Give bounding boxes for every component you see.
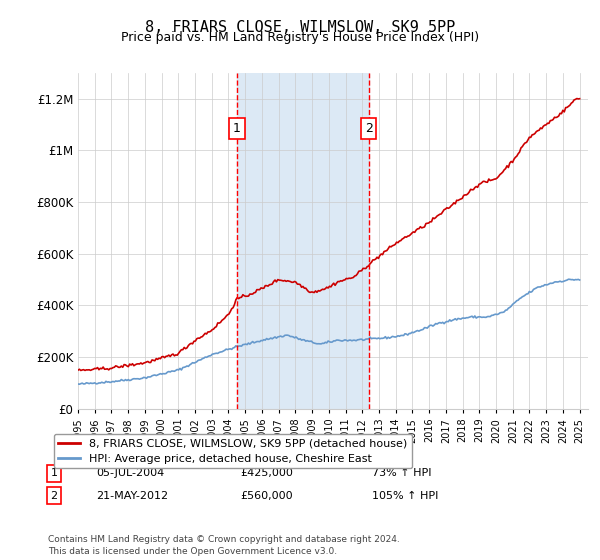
Text: 73% ↑ HPI: 73% ↑ HPI xyxy=(372,468,431,478)
Text: 1: 1 xyxy=(233,122,241,135)
Text: Price paid vs. HM Land Registry's House Price Index (HPI): Price paid vs. HM Land Registry's House … xyxy=(121,31,479,44)
Text: 105% ↑ HPI: 105% ↑ HPI xyxy=(372,491,439,501)
Text: Contains HM Land Registry data © Crown copyright and database right 2024.
This d: Contains HM Land Registry data © Crown c… xyxy=(48,535,400,556)
Bar xyxy=(237,73,369,409)
Legend: 8, FRIARS CLOSE, WILMSLOW, SK9 5PP (detached house), HPI: Average price, detache: 8, FRIARS CLOSE, WILMSLOW, SK9 5PP (deta… xyxy=(53,434,412,468)
Text: £560,000: £560,000 xyxy=(240,491,293,501)
Text: £425,000: £425,000 xyxy=(240,468,293,478)
Text: 2: 2 xyxy=(365,122,373,135)
Text: 21-MAY-2012: 21-MAY-2012 xyxy=(96,491,168,501)
Text: 1: 1 xyxy=(50,468,58,478)
Text: 05-JUL-2004: 05-JUL-2004 xyxy=(96,468,164,478)
Text: 2: 2 xyxy=(50,491,58,501)
Text: 8, FRIARS CLOSE, WILMSLOW, SK9 5PP: 8, FRIARS CLOSE, WILMSLOW, SK9 5PP xyxy=(145,20,455,35)
